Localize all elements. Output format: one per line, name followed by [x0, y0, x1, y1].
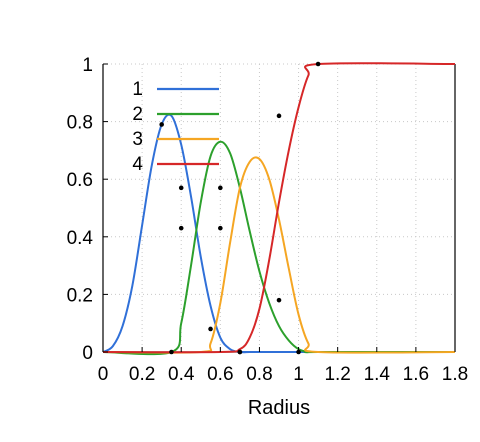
x-tick-label: 1.4	[364, 364, 391, 385]
legend-label-2: 2	[132, 104, 143, 125]
y-tick-label: 0.4	[67, 228, 94, 249]
x-axis-title: Radius	[248, 397, 310, 419]
legend: 1 2 3 4	[132, 79, 219, 175]
y-tick-label: 0.6	[67, 170, 93, 191]
series-line-3	[102, 156, 456, 354]
x-tick-label: 0.6	[207, 364, 233, 385]
data-point-marker	[169, 349, 174, 355]
y-tick-label: 0	[82, 343, 93, 364]
legend-label-4: 4	[132, 154, 143, 175]
x-tick-label: 0	[98, 364, 109, 385]
data-point-marker	[159, 122, 164, 127]
x-tick-label: 0.8	[246, 364, 272, 385]
x-tick-label: 0.4	[168, 364, 195, 385]
series-line-1	[102, 113, 455, 354]
x-tick-label: 1.2	[324, 364, 350, 385]
x-axis-ticks: 0 0.2 0.4 0.6 0.8 1 1.2 1.4 1.6 1.8	[98, 347, 468, 385]
data-point-marker	[276, 113, 282, 119]
series-line-4	[102, 62, 456, 354]
series-line-2	[102, 140, 455, 356]
legend-label-3: 3	[132, 129, 143, 150]
marker-layer	[159, 61, 321, 355]
y-tick-label: 0.8	[67, 113, 93, 134]
x-tick-label: 0.2	[129, 364, 155, 385]
data-point-marker	[178, 225, 184, 231]
x-tick-label: 1	[293, 364, 304, 385]
x-tick-label: 1.8	[442, 364, 468, 385]
y-tick-label: 0.2	[67, 285, 93, 306]
data-point-marker	[237, 349, 243, 355]
data-point-marker	[218, 185, 223, 191]
x-tick-label: 1.6	[403, 364, 429, 385]
y-axis-ticks: 0 0.2 0.4 0.6 0.8 1	[67, 55, 108, 364]
data-point-marker	[218, 225, 223, 231]
y-tick-label: 1	[82, 55, 93, 76]
data-point-marker	[315, 61, 321, 67]
legend-label-1: 1	[132, 79, 143, 100]
series-layer	[102, 62, 456, 356]
data-point-marker	[276, 297, 282, 303]
data-point-marker	[178, 185, 184, 191]
data-point-marker	[208, 326, 213, 332]
